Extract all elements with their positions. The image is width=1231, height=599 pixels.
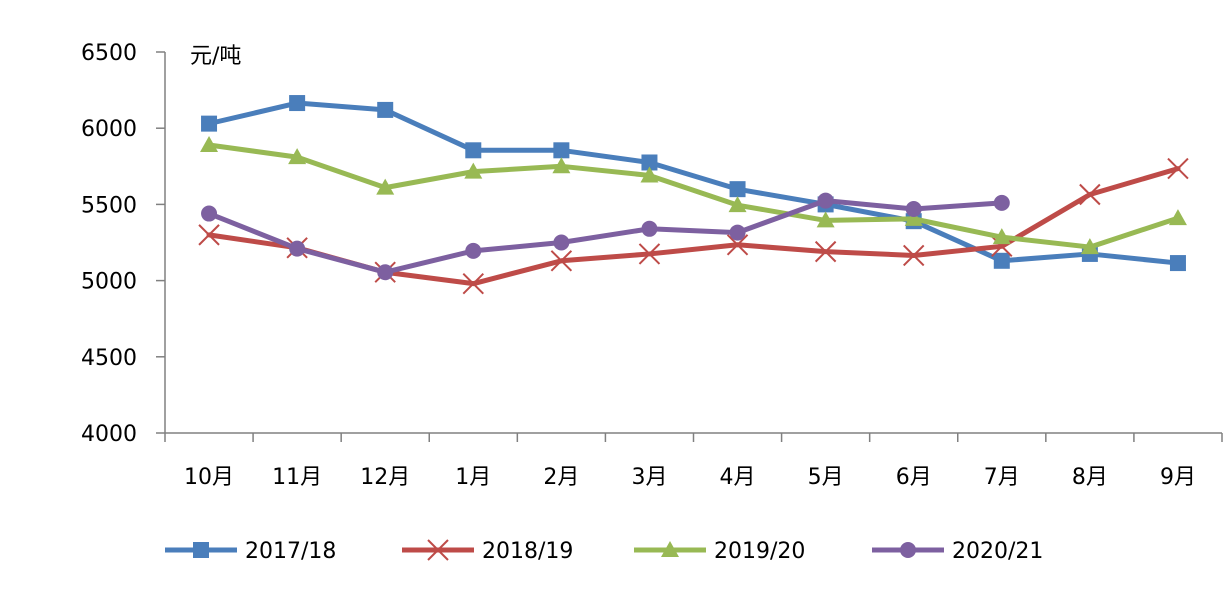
- series-2019-20: [200, 135, 1187, 255]
- data-point: [200, 135, 219, 152]
- x-category-label: 12月: [360, 465, 410, 490]
- series-2020-21: [201, 192, 1010, 281]
- data-point: [905, 200, 922, 217]
- data-point: [729, 224, 746, 241]
- data-point: [814, 240, 837, 263]
- y-tick-label: 4000: [81, 422, 137, 447]
- y-tick-label: 6000: [81, 117, 137, 142]
- data-point: [993, 194, 1010, 211]
- legend-marker: [427, 539, 449, 561]
- data-point: [289, 95, 306, 112]
- data-point: [638, 243, 661, 265]
- data-point: [1167, 157, 1189, 180]
- data-point: [289, 240, 306, 257]
- data-point: [465, 142, 482, 159]
- x-category-label: 9月: [1160, 465, 1196, 490]
- legend-label: 2017/18: [245, 539, 336, 564]
- x-category-label: 4月: [720, 465, 756, 490]
- x-category-label: 2月: [543, 465, 579, 490]
- legend-label: 2020/21: [952, 539, 1043, 564]
- data-point: [464, 162, 483, 179]
- x-category-label: 7月: [984, 465, 1020, 490]
- data-point: [728, 196, 747, 213]
- legend-entry: 2018/19: [402, 539, 573, 564]
- data-point: [641, 154, 658, 171]
- y-axis-unit-label: 元/吨: [190, 44, 241, 69]
- y-axis-ticks: 4000 4500 5000 5500 6000 6500: [81, 41, 165, 447]
- data-point: [553, 142, 570, 159]
- data-point: [201, 205, 218, 222]
- x-category-label: 11月: [272, 465, 322, 490]
- series-2018-19: [198, 157, 1189, 295]
- series-line: [206, 198, 1005, 275]
- y-tick-label: 5500: [81, 193, 137, 218]
- series-2017-18: [201, 95, 1186, 272]
- data-point: [377, 101, 394, 118]
- x-category-label: 1月: [455, 465, 491, 490]
- legend-marker: [900, 542, 916, 558]
- legend-label: 2018/19: [482, 539, 573, 564]
- data-point: [992, 228, 1011, 245]
- data-point: [816, 211, 835, 228]
- data-point: [1169, 255, 1186, 272]
- legend: 2017/18 2018/19 2019/20 2020/21: [165, 539, 1043, 564]
- x-category-label: 6月: [896, 465, 932, 490]
- y-tick-label: 6500: [81, 41, 137, 66]
- data-point: [288, 148, 307, 165]
- data-point: [1080, 238, 1099, 255]
- data-point: [201, 115, 218, 132]
- legend-entry: 2019/20: [634, 539, 805, 564]
- legend-entry: 2017/18: [165, 539, 336, 564]
- legend-marker: [193, 542, 209, 558]
- data-point: [640, 166, 659, 183]
- data-point: [1168, 209, 1187, 226]
- data-point: [904, 209, 923, 226]
- data-point: [993, 252, 1010, 269]
- data-point: [641, 220, 658, 237]
- legend-label: 2019/20: [714, 539, 805, 564]
- series-line: [206, 100, 1181, 266]
- data-point: [377, 264, 394, 281]
- x-category-label: 5月: [808, 465, 844, 490]
- x-category-label: 3月: [631, 465, 667, 490]
- data-point: [553, 234, 570, 251]
- data-point: [198, 224, 220, 246]
- data-point: [376, 178, 395, 195]
- x-category-label: 8月: [1072, 465, 1108, 490]
- data-point: [726, 234, 749, 256]
- y-tick-label: 5000: [81, 270, 137, 295]
- y-tick-label: 4500: [81, 346, 137, 371]
- x-category-label: 10月: [184, 465, 234, 490]
- data-point: [462, 272, 484, 295]
- series-line: [206, 142, 1181, 250]
- legend-entry: 2020/21: [872, 539, 1043, 564]
- data-point: [1079, 183, 1101, 206]
- data-point: [817, 192, 834, 209]
- x-axis-ticks: 10月 11月 12月 1月 2月 3月 4月 5月 6月 7月 8月 9月: [164, 433, 1223, 490]
- data-point: [550, 250, 573, 272]
- data-point: [465, 242, 482, 259]
- data-point: [729, 181, 746, 198]
- series-group: [198, 95, 1189, 295]
- data-point: [903, 244, 925, 267]
- data-point: [552, 157, 571, 174]
- legend-marker: [661, 541, 679, 557]
